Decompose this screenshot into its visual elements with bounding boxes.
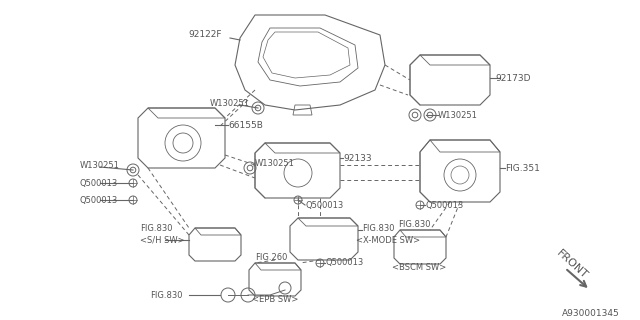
Text: W130251: W130251: [210, 99, 250, 108]
Text: FIG.830: FIG.830: [150, 291, 182, 300]
Text: Q500013: Q500013: [305, 201, 343, 210]
Text: FIG.830: FIG.830: [398, 220, 431, 228]
Text: 66155B: 66155B: [228, 121, 263, 130]
Text: W130251: W130251: [438, 110, 478, 119]
Text: Q500013: Q500013: [425, 201, 463, 210]
Text: FRONT: FRONT: [555, 248, 590, 280]
Text: 92122F: 92122F: [188, 29, 221, 38]
Text: <BSCM SW>: <BSCM SW>: [392, 263, 446, 273]
Text: FIG.830: FIG.830: [362, 223, 394, 233]
Text: <S/H SW>: <S/H SW>: [140, 236, 184, 244]
Text: W130251: W130251: [80, 161, 120, 170]
Text: 92133: 92133: [343, 154, 372, 163]
Text: Q500013: Q500013: [325, 259, 364, 268]
Text: FIG.351: FIG.351: [505, 164, 540, 172]
Text: A930001345: A930001345: [563, 309, 620, 318]
Text: FIG.260: FIG.260: [255, 253, 287, 262]
Text: Q500013: Q500013: [80, 196, 118, 204]
Text: <X-MODE SW>: <X-MODE SW>: [356, 236, 420, 244]
Text: 92173D: 92173D: [495, 74, 531, 83]
Text: <EPB SW>: <EPB SW>: [252, 295, 298, 305]
Text: W130251: W130251: [255, 158, 295, 167]
Text: FIG.830: FIG.830: [140, 223, 173, 233]
Text: Q500013: Q500013: [80, 179, 118, 188]
